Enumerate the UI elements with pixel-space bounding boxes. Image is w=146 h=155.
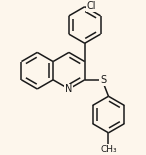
Text: CH₃: CH₃ xyxy=(100,145,117,154)
Text: S: S xyxy=(100,75,106,85)
Text: N: N xyxy=(65,84,73,94)
Text: Cl: Cl xyxy=(87,1,96,11)
